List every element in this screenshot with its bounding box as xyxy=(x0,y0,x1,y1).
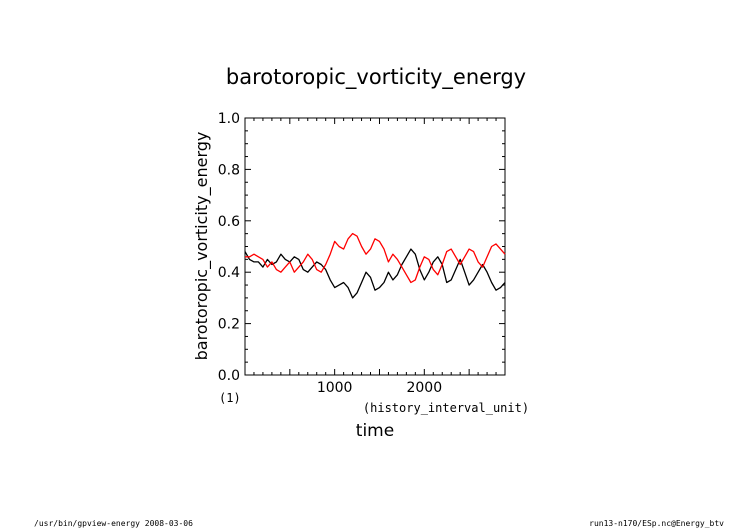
x-tick-label: 1000 xyxy=(317,380,353,396)
y-axis-ticks: 0.0 0.2 0.4 0.6 0.8 1.0 xyxy=(218,111,505,384)
y-axis-unit: (1) xyxy=(219,391,241,405)
y-axis-label: barotoropic_vorticity_energy xyxy=(192,132,212,361)
chart-title: barotoropic_vorticity_energy xyxy=(226,65,526,90)
footer-left: /usr/bin/gpview-energy 2008-03-06 xyxy=(34,519,193,528)
x-axis-ticks: 1000 2000 xyxy=(244,118,506,396)
x-tick-label: 2000 xyxy=(406,380,442,396)
y-tick-label: 0.2 xyxy=(218,317,240,333)
y-tick-label: 1.0 xyxy=(218,111,240,127)
x-axis-label: time xyxy=(356,421,394,441)
footer-right: run13-n170/ESp.nc@Energy_btv xyxy=(589,519,724,528)
x-axis-unit: (history_interval_unit) xyxy=(363,401,529,415)
y-tick-label: 0.4 xyxy=(218,265,240,281)
series-line-2 xyxy=(245,232,506,284)
y-tick-label: 0.8 xyxy=(218,162,240,178)
y-tick-label: 0.0 xyxy=(218,368,240,384)
series-layer xyxy=(244,232,506,299)
plot-frame xyxy=(244,117,506,376)
y-tick-label: 0.6 xyxy=(218,214,240,230)
series-line-1 xyxy=(244,248,506,299)
